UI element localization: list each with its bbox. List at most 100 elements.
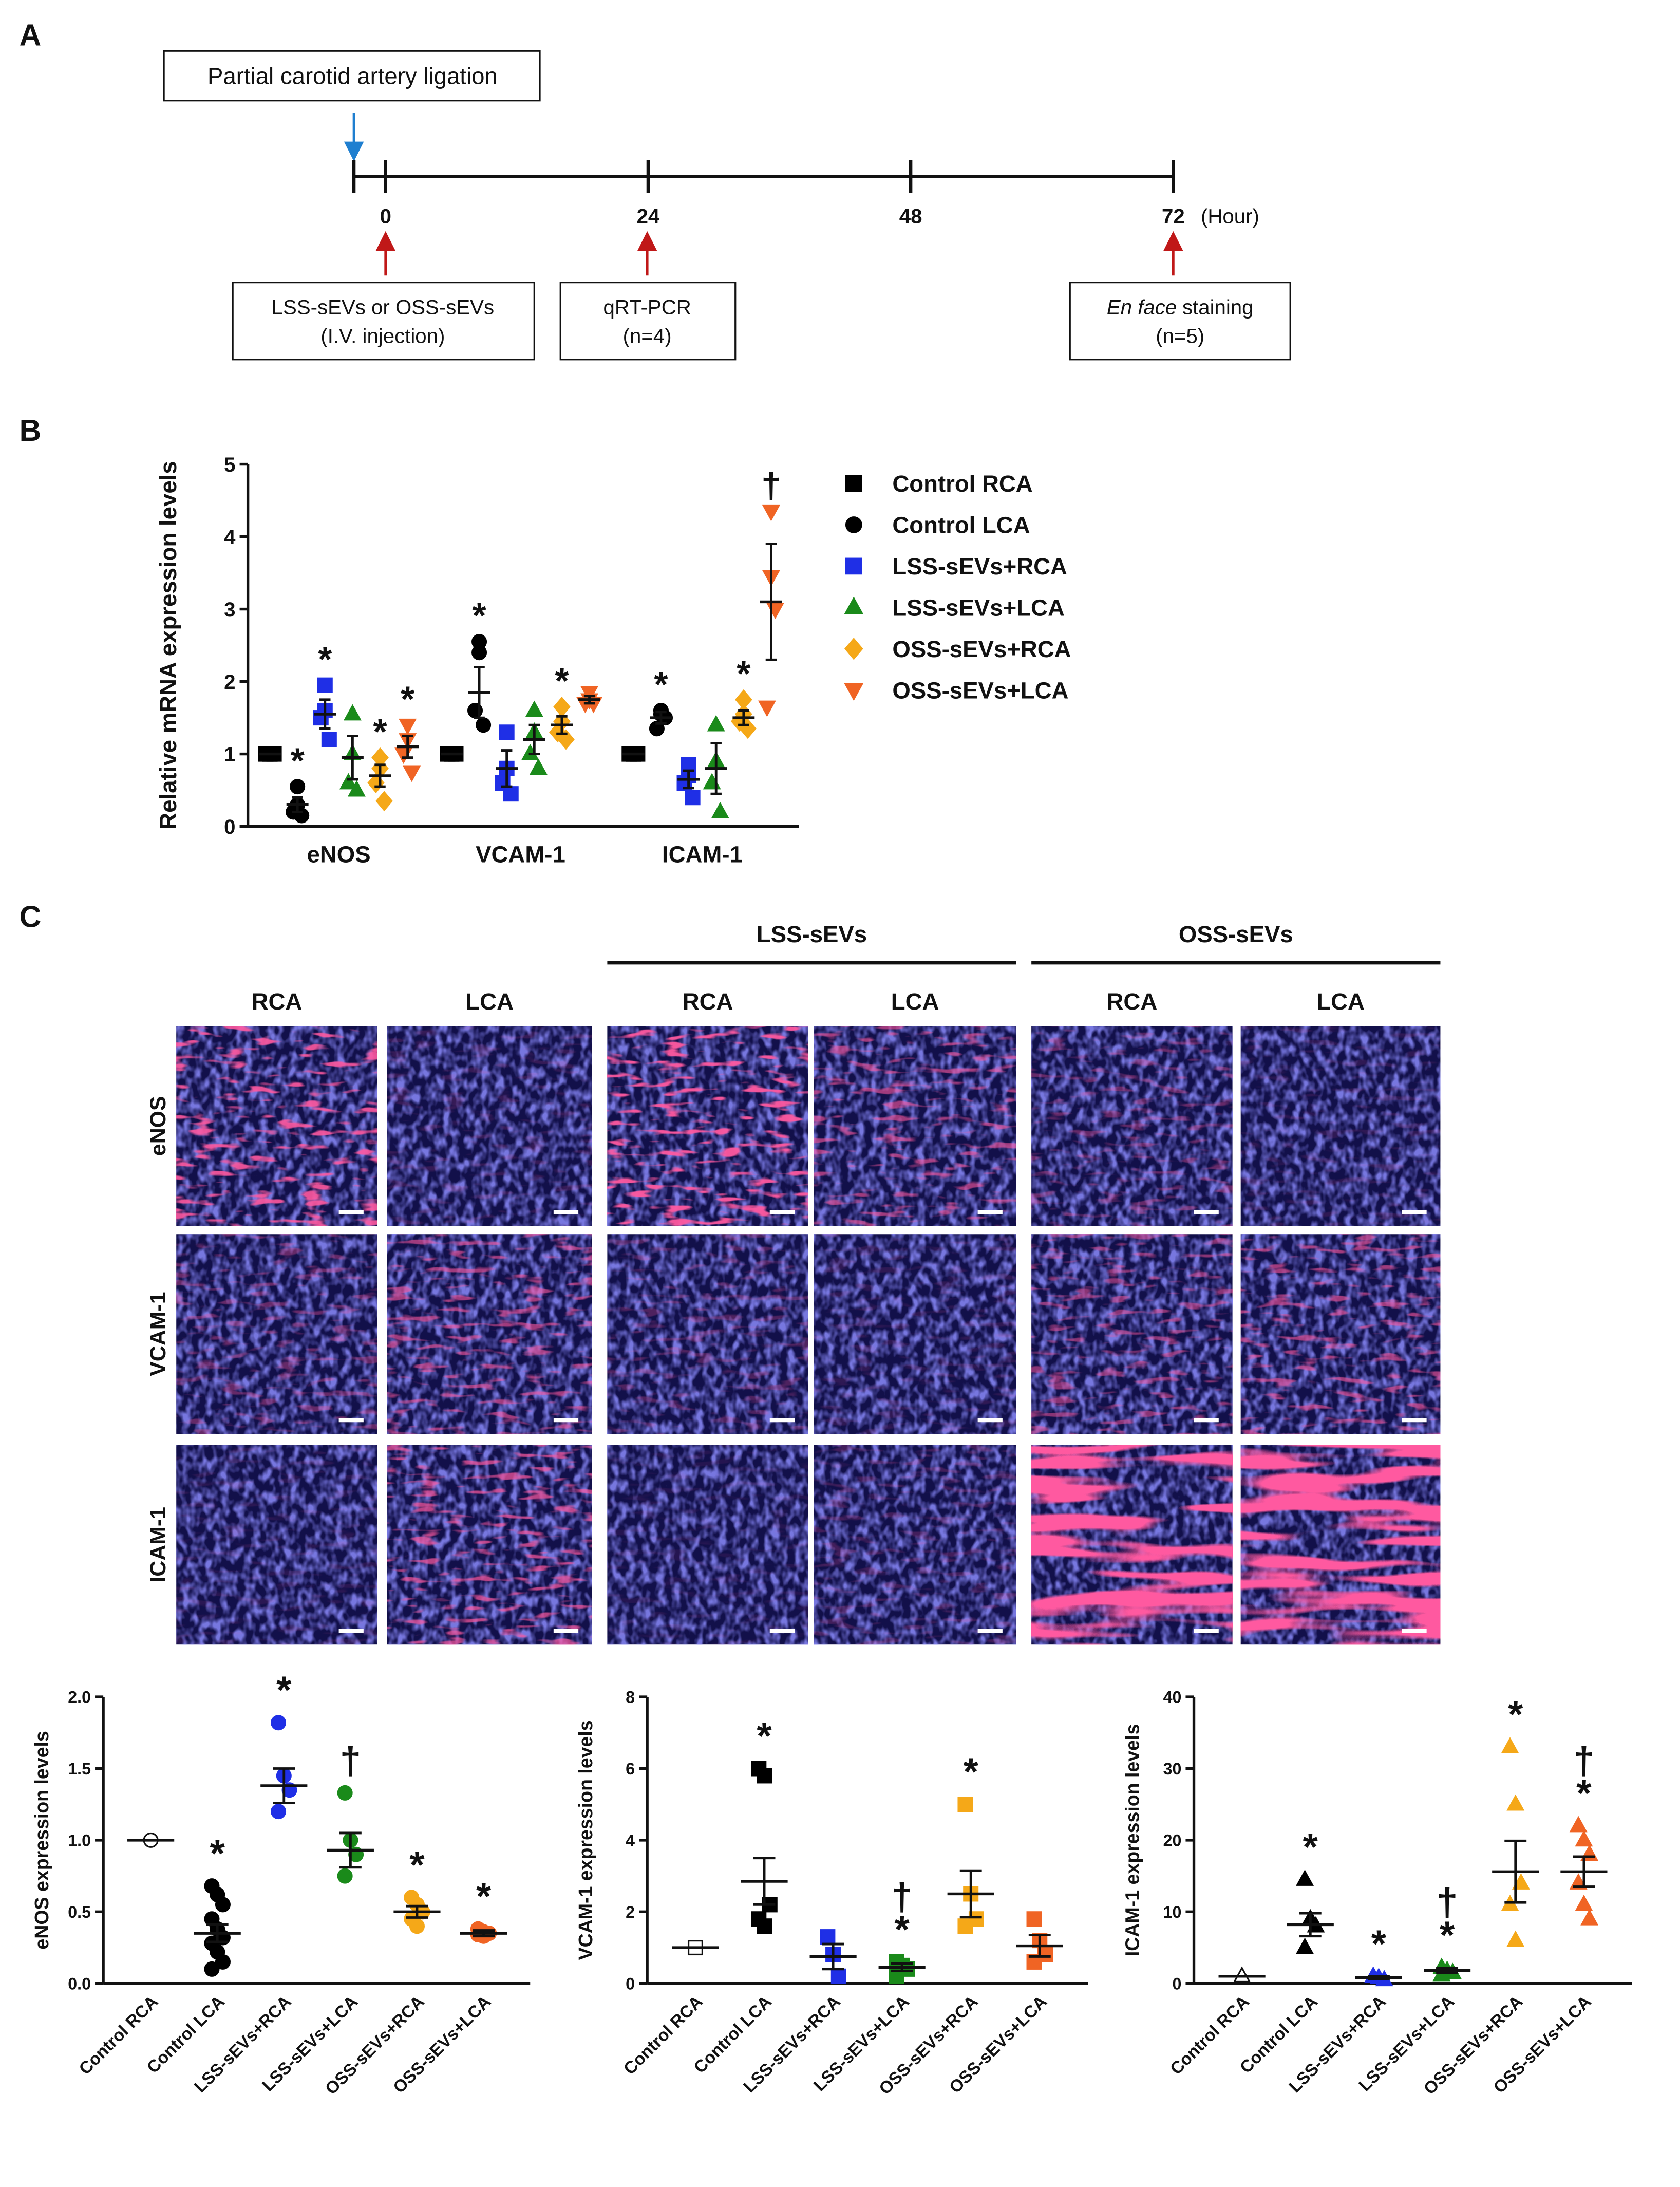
significance: *	[555, 661, 569, 701]
data-point	[403, 765, 421, 782]
data-point	[1506, 1930, 1525, 1947]
data-point	[957, 1797, 973, 1812]
y-tick-label: 1.0	[68, 1831, 91, 1849]
significance: *	[654, 664, 668, 704]
y-tick-label: 40	[1163, 1688, 1182, 1707]
significance: *	[476, 1875, 492, 1918]
x-tick-label: VCAM-1	[476, 841, 565, 867]
box	[1069, 282, 1291, 361]
significance: †	[761, 465, 781, 505]
y-tick-label: 2	[224, 670, 235, 694]
data-point	[215, 1897, 231, 1913]
panel-label: C	[20, 900, 42, 933]
data-point	[337, 1785, 353, 1801]
micrograph-signal	[1031, 1234, 1233, 1434]
data-point	[757, 1918, 772, 1934]
y-tick-label: 2	[626, 1903, 635, 1921]
data-point	[957, 1918, 973, 1934]
data-point	[476, 717, 492, 733]
micrograph-signal	[607, 1234, 808, 1434]
y-tick-label: 6	[626, 1760, 635, 1778]
data-point	[1580, 1909, 1599, 1926]
data-point	[1575, 1830, 1593, 1847]
significance: *	[1508, 1693, 1523, 1736]
legend-marker	[845, 557, 862, 575]
y-axis-label: Relative mRNA expression levels	[155, 461, 181, 830]
data-point	[347, 780, 366, 797]
significance: †	[1573, 1739, 1595, 1782]
group-header: OSS-sEVs	[1179, 921, 1293, 947]
tick-label: 24	[637, 204, 660, 228]
significance: *	[409, 1843, 425, 1886]
column-label: RCA	[252, 988, 303, 1015]
significance: *	[276, 1669, 292, 1712]
column-label: RCA	[683, 988, 733, 1015]
column-label: LCA	[1316, 988, 1365, 1015]
micrograph-signal	[387, 1234, 592, 1434]
data-point	[711, 802, 729, 818]
data-point	[557, 729, 575, 750]
column-label: RCA	[1107, 988, 1158, 1015]
data-point	[271, 1804, 287, 1820]
box-text: (n=4)	[623, 325, 672, 348]
micrograph-signal	[814, 1445, 1016, 1645]
timeline	[163, 50, 1291, 361]
micrograph-signal	[1031, 1445, 1233, 1645]
micrograph-signal	[814, 1234, 1016, 1434]
y-tick-label: 5	[224, 453, 235, 476]
y-tick-label: 1.5	[68, 1760, 91, 1778]
box-text: staining	[1182, 295, 1254, 319]
box-text: (I.V. injection)	[320, 325, 445, 348]
y-tick-label: 30	[1163, 1760, 1182, 1778]
micrograph-signal	[387, 1026, 592, 1226]
data-point	[1569, 1873, 1588, 1890]
row-label: ICAM-1	[146, 1507, 171, 1583]
data-point	[375, 791, 393, 812]
y-tick-label: 4	[626, 1831, 635, 1849]
column-label: LCA	[891, 988, 939, 1015]
micrograph-signal	[176, 1234, 377, 1434]
legend-label: LSS-sEVs+RCA	[892, 553, 1067, 580]
tick-label: 48	[899, 204, 922, 228]
data-point	[321, 732, 337, 747]
data-point	[409, 1918, 425, 1934]
y-axis-label: eNOS expression levels	[31, 1731, 52, 1949]
significance: †	[340, 1739, 362, 1782]
data-point	[1512, 1873, 1530, 1890]
row-label: eNOS	[146, 1096, 171, 1156]
data-point	[471, 645, 487, 661]
box-text: En face staining	[1107, 295, 1254, 319]
data-point	[1501, 1737, 1519, 1753]
data-point	[317, 677, 333, 693]
significance: *	[1440, 1914, 1455, 1957]
y-tick-label: 20	[1163, 1831, 1182, 1849]
data-point	[1575, 1894, 1593, 1911]
y-tick-label: 10	[1163, 1903, 1182, 1921]
data-point	[830, 1968, 846, 1984]
data-point	[1296, 1937, 1314, 1954]
y-tick-label: 2.0	[68, 1688, 91, 1707]
y-tick-label: 0	[1173, 1974, 1182, 1993]
significance: *	[210, 1832, 225, 1875]
significance: *	[1371, 1922, 1387, 1965]
data-point	[758, 700, 776, 717]
data-point	[290, 779, 306, 795]
data-point	[1296, 1870, 1314, 1886]
legend-marker	[844, 596, 864, 614]
data-point	[1506, 1794, 1525, 1811]
y-tick-label: 0.5	[68, 1903, 91, 1921]
significance: *	[401, 679, 415, 719]
data-point	[707, 715, 725, 732]
data-point	[757, 1768, 772, 1784]
data-point	[529, 758, 548, 775]
box-text: (n=5)	[1156, 325, 1204, 348]
data-point	[339, 773, 357, 790]
box-text: Partial carotid artery ligation	[207, 63, 498, 89]
significance: *	[895, 1908, 910, 1951]
legend-marker	[844, 683, 864, 701]
significance: †	[891, 1875, 913, 1918]
significance: *	[318, 639, 332, 679]
y-tick-label: 0	[626, 1974, 635, 1993]
panel-label: A	[20, 18, 42, 52]
